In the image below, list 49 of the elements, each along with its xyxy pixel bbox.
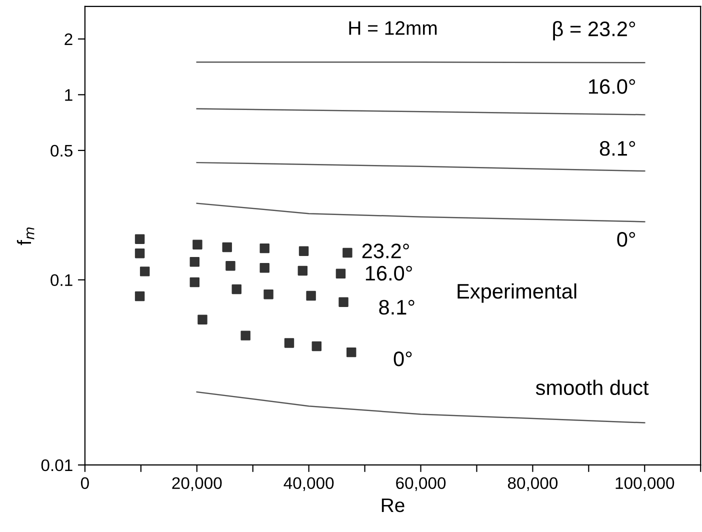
point bbox=[134, 234, 145, 244]
point bbox=[338, 297, 348, 307]
x-tick-label: 60,000 bbox=[396, 477, 446, 491]
point bbox=[306, 290, 316, 301]
y-axis-title: f$_{m}$ bbox=[16, 227, 34, 246]
annotation: 16.0° bbox=[589, 79, 636, 94]
y-tick-label: 0.5 bbox=[50, 144, 72, 157]
text: H = 12mm bbox=[349, 21, 437, 35]
y-tick-label: 1 bbox=[65, 89, 72, 101]
point bbox=[140, 266, 150, 276]
annotation: 0° bbox=[394, 351, 412, 366]
annotation: 23.2° bbox=[362, 244, 409, 258]
point bbox=[198, 314, 208, 324]
point bbox=[260, 263, 270, 273]
point bbox=[240, 330, 250, 340]
point bbox=[260, 243, 270, 254]
annotation: 0° bbox=[617, 232, 636, 247]
point bbox=[298, 246, 309, 256]
point bbox=[284, 338, 294, 348]
y-tick-label: 2 bbox=[64, 33, 72, 46]
point bbox=[264, 289, 274, 300]
point bbox=[346, 347, 356, 358]
annotation: 8.1° bbox=[600, 141, 636, 156]
x-tick-label: 80,000 bbox=[508, 477, 558, 491]
point bbox=[134, 248, 145, 258]
annotation: β = 23.2° bbox=[553, 20, 636, 40]
point bbox=[190, 277, 200, 288]
point bbox=[232, 284, 242, 294]
point bbox=[312, 341, 322, 352]
annotation: Experimental bbox=[458, 283, 576, 303]
x-tick-label: 100,000 bbox=[616, 477, 674, 491]
x-tick-label: 0 bbox=[80, 477, 89, 490]
y-tick-label: 0.01 bbox=[41, 459, 72, 472]
line-series bbox=[196, 202, 646, 222]
point bbox=[226, 260, 236, 271]
x-axis-title: Re bbox=[382, 498, 404, 512]
point bbox=[298, 266, 308, 276]
y-tick-label: 0.1 bbox=[50, 274, 72, 286]
point bbox=[342, 248, 352, 258]
point bbox=[222, 242, 232, 252]
point bbox=[192, 240, 202, 250]
annotation: 8.1° bbox=[379, 300, 414, 315]
annotation: smooth duct bbox=[536, 380, 649, 396]
point bbox=[134, 291, 145, 302]
annotation: 16.0° bbox=[366, 266, 412, 281]
point bbox=[336, 268, 346, 279]
x-tick-label: 20,000 bbox=[172, 477, 222, 491]
point bbox=[190, 257, 200, 267]
x-tick-label: 40,000 bbox=[284, 477, 334, 491]
